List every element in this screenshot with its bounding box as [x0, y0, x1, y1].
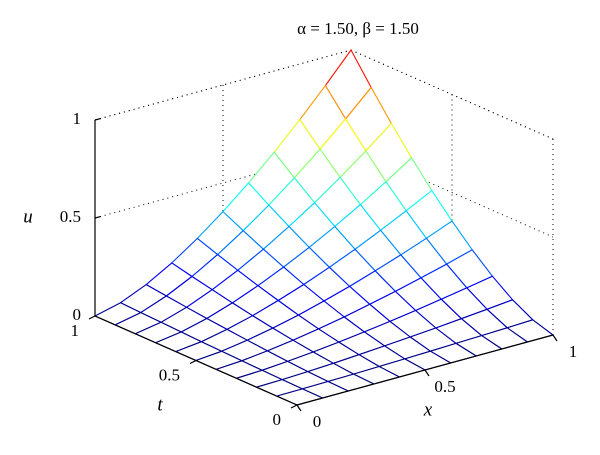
z-tick-label: 1: [73, 109, 82, 128]
tick-mark: [94, 117, 102, 121]
x-tick-label: 1: [569, 342, 578, 361]
tick-mark: [94, 215, 102, 219]
z-axis-label: u: [23, 206, 33, 227]
grid-line: [350, 147, 554, 238]
z-tick-label: 0: [73, 305, 82, 324]
y-tick-label: 0.5: [159, 365, 180, 384]
tick-mark: [552, 334, 558, 342]
x-tick-label: 0.5: [434, 377, 455, 396]
x-tick-label: 0: [313, 412, 322, 431]
tick-mark: [296, 404, 302, 412]
tick-mark: [189, 359, 197, 365]
tick-mark: [424, 369, 430, 377]
y-tick-label: 1: [71, 321, 80, 340]
chart-title: α = 1.50, β = 1.50: [297, 19, 419, 38]
z-tick-label: 0.5: [60, 207, 81, 226]
t-axis-label: t: [157, 394, 163, 415]
x-axis-label: x: [423, 399, 433, 420]
tick-mark: [290, 404, 298, 409]
tick-mark: [88, 315, 96, 320]
y-tick-label: 0: [273, 410, 282, 429]
y-axis-line: [94, 315, 298, 406]
x-axis-line: [296, 334, 554, 406]
